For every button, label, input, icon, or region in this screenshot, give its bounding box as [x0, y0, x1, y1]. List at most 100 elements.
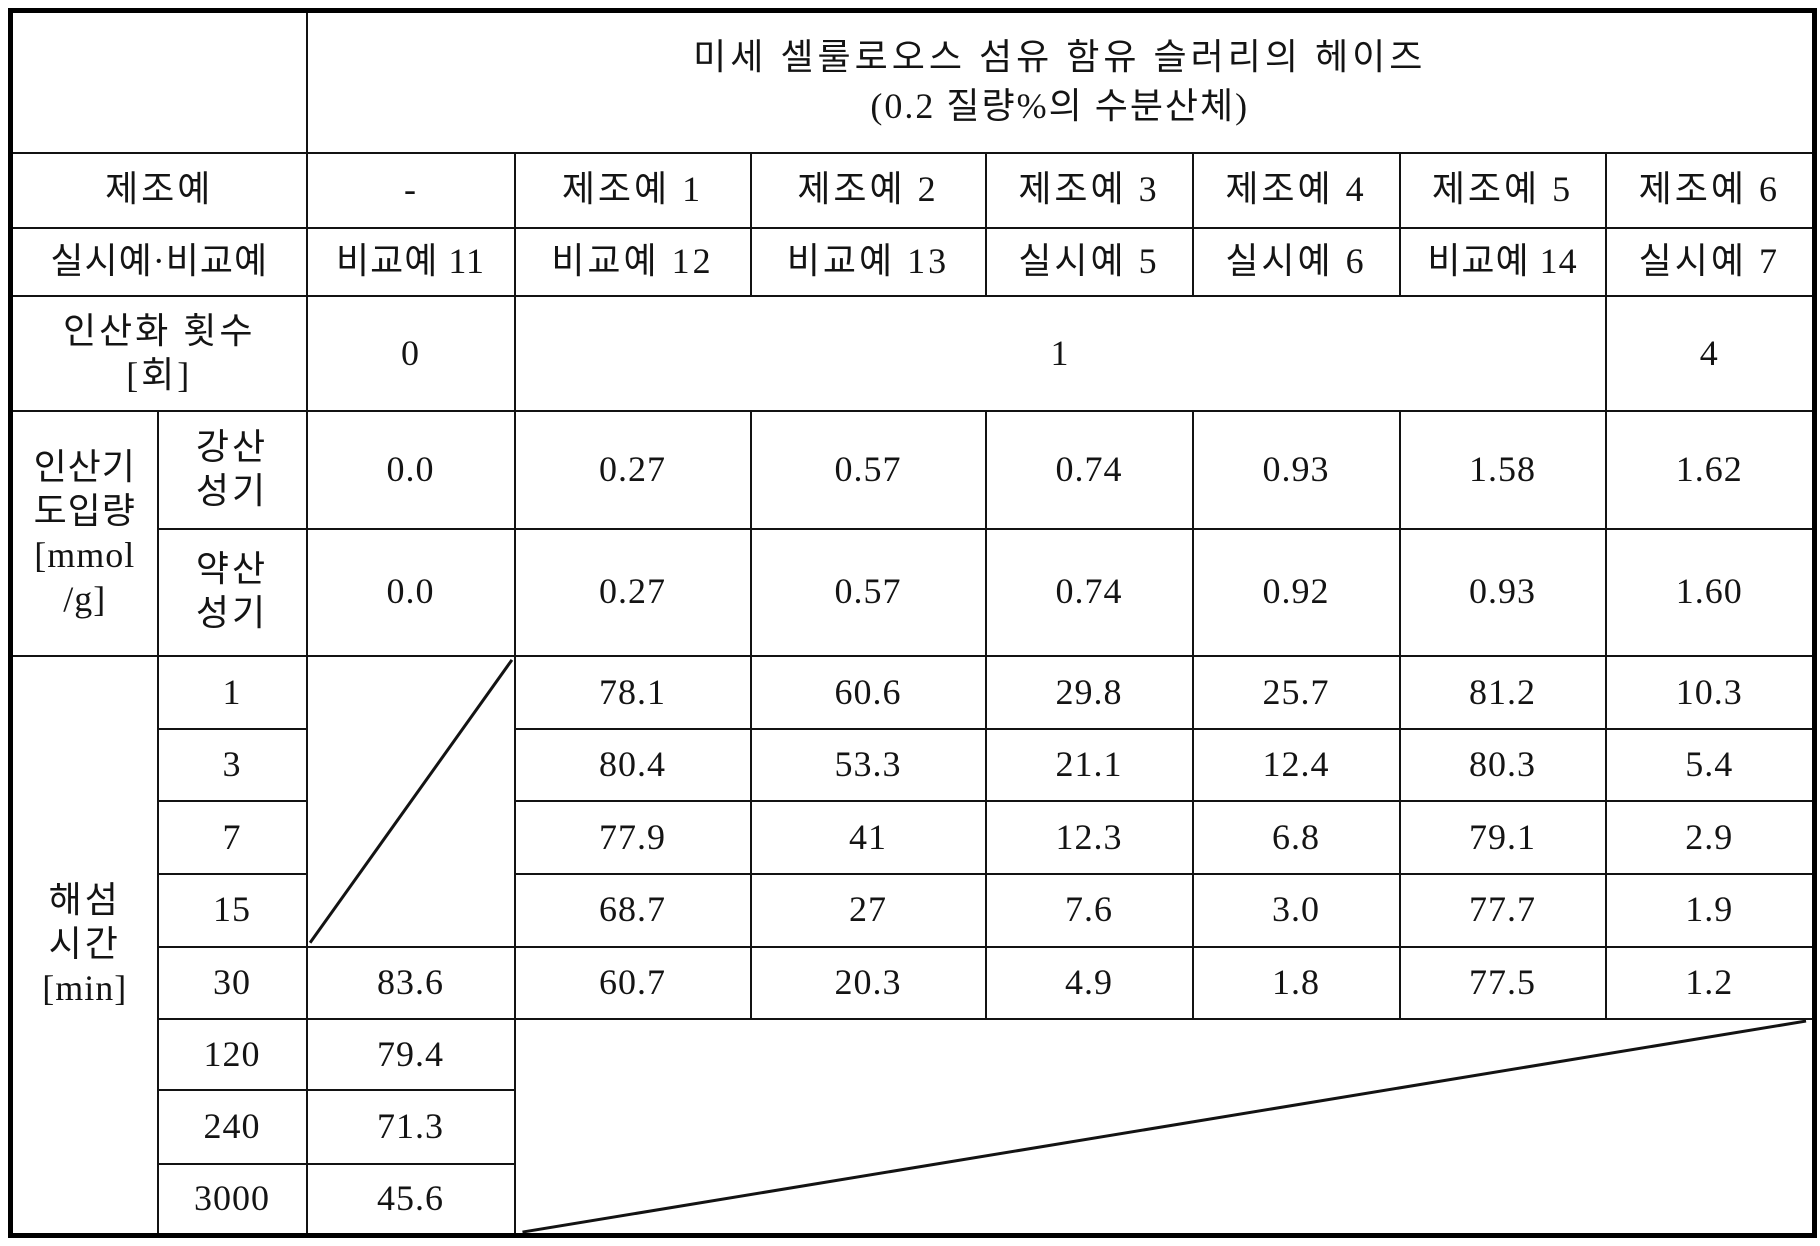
insangi-header-line2: 도입량 — [33, 490, 136, 531]
time-cell: 120 — [156, 1017, 308, 1092]
jejo-cell: - — [305, 151, 516, 230]
haze-value-cell: 20.3 — [749, 945, 987, 1020]
table-title-line2: (0.2 질량%의 수분산체) — [870, 86, 1250, 127]
haze-value-cell: 77.9 — [513, 800, 752, 875]
insangi-row-header: 인산기 도입량 [mmol /g] — [9, 410, 159, 658]
table-title-line1: 미세 셀룰로오스 섬유 함유 슬러리의 헤이즈 — [693, 36, 1427, 77]
insanhwa-row-header: 인산화 횟수 [회] — [9, 295, 308, 413]
yaksan-value-cell: 0.0 — [305, 527, 516, 658]
insanhwa-count-cell: 1 — [513, 295, 1607, 413]
silsi-cell: 비교예 11 — [305, 227, 516, 298]
haze-value-cell: 68.7 — [513, 872, 752, 948]
insanhwa-header-line1: 인산화 횟수 — [62, 310, 256, 351]
haze-value-cell: 2.9 — [1604, 800, 1816, 875]
haze-value-cell: 83.6 — [305, 945, 516, 1020]
time-cell: 7 — [156, 800, 308, 875]
haze-value-cell: 7.6 — [984, 872, 1194, 948]
haze-value-cell: 78.1 — [513, 655, 752, 731]
silsi-cell: 비교예 12 — [513, 227, 752, 298]
silsi-cell: 비교예 13 — [749, 227, 987, 298]
yaksan-value-cell: 1.60 — [1604, 527, 1816, 658]
jejo-cell: 제조예 5 — [1398, 151, 1607, 230]
haze-value-cell: 79.4 — [305, 1017, 516, 1092]
diagonal-no-data-cell-1 — [305, 655, 516, 948]
haze-value-cell: 1.2 — [1604, 945, 1816, 1020]
haze-value-cell: 25.7 — [1191, 655, 1401, 731]
haesum-header-line3: [min] — [42, 967, 128, 1008]
haze-value-cell: 80.3 — [1398, 728, 1607, 803]
jejo-cell: 제조예 6 — [1604, 151, 1816, 230]
haze-value-cell: 53.3 — [749, 728, 987, 803]
haze-value-cell: 71.3 — [305, 1089, 516, 1166]
yaksan-row-header: 약산 성기 — [156, 527, 308, 658]
gangsan-row-header: 강산 성기 — [156, 410, 308, 530]
yaksan-header-line1: 약산 — [195, 549, 269, 590]
gangsan-header-line2: 성기 — [195, 471, 269, 512]
haze-value-cell: 79.1 — [1398, 800, 1607, 875]
haze-value-cell: 77.7 — [1398, 872, 1607, 948]
haze-value-cell: 12.3 — [984, 800, 1194, 875]
jejo-cell: 제조예 3 — [984, 151, 1194, 230]
haze-value-cell: 60.6 — [749, 655, 987, 731]
gangsan-header-line1: 강산 — [195, 427, 269, 468]
silsi-cell: 실시예 5 — [984, 227, 1194, 298]
time-cell: 15 — [156, 872, 308, 948]
haze-value-cell: 41 — [749, 800, 987, 875]
insangi-header-line1: 인산기 — [33, 446, 136, 487]
yaksan-value-cell: 0.74 — [984, 527, 1194, 658]
haze-value-cell: 81.2 — [1398, 655, 1607, 731]
insanhwa-header-line2: [회] — [126, 354, 193, 395]
jejo-cell: 제조예 2 — [749, 151, 987, 230]
yaksan-header-line2: 성기 — [195, 593, 269, 634]
diagonal-no-data-cell-2 — [513, 1017, 1816, 1237]
yaksan-value-cell: 0.27 — [513, 527, 752, 658]
time-cell: 240 — [156, 1089, 308, 1166]
haze-value-cell: 29.8 — [984, 655, 1194, 731]
haze-value-cell: 45.6 — [305, 1163, 516, 1237]
haesum-header-line2: 시간 — [48, 924, 121, 965]
time-cell: 1 — [156, 655, 308, 731]
yaksan-value-cell: 0.57 — [749, 527, 987, 658]
haze-value-cell: 60.7 — [513, 945, 752, 1020]
jejo-cell: 제조예 4 — [1191, 151, 1401, 230]
haze-value-cell: 6.8 — [1191, 800, 1401, 875]
silsi-cell: 실시예 6 — [1191, 227, 1401, 298]
insanhwa-count-cell: 4 — [1604, 295, 1816, 413]
haze-value-cell: 5.4 — [1604, 728, 1816, 803]
table-title-cell: 미세 셀룰로오스 섬유 함유 슬러리의 헤이즈 (0.2 질량%의 수분산체) — [305, 9, 1816, 154]
gangsan-value-cell: 0.74 — [984, 410, 1194, 530]
diagonal-slash-icon — [516, 1020, 1813, 1233]
haze-value-cell: 1.8 — [1191, 945, 1401, 1020]
time-cell: 3000 — [156, 1163, 308, 1237]
haze-value-cell: 3.0 — [1191, 872, 1401, 948]
insanhwa-count-cell: 0 — [305, 295, 516, 413]
insangi-header-line4: /g] — [63, 578, 107, 619]
insangi-header-line3: [mmol — [34, 534, 136, 575]
haze-value-cell: 27 — [749, 872, 987, 948]
gangsan-value-cell: 0.0 — [305, 410, 516, 530]
gangsan-value-cell: 0.27 — [513, 410, 752, 530]
jejo-cell: 제조예 1 — [513, 151, 752, 230]
diagonal-slash-icon — [308, 657, 514, 946]
haze-data-table: 미세 셀룰로오스 섬유 함유 슬러리의 헤이즈 (0.2 질량%의 수분산체) … — [8, 8, 1818, 1238]
gangsan-value-cell: 0.57 — [749, 410, 987, 530]
gangsan-value-cell: 1.62 — [1604, 410, 1816, 530]
gangsan-value-cell: 1.58 — [1398, 410, 1607, 530]
silsi-cell: 실시예 7 — [1604, 227, 1816, 298]
silsi-row-header: 실시예·비교예 — [9, 227, 308, 298]
silsi-cell: 비교예 14 — [1398, 227, 1607, 298]
haze-value-cell: 12.4 — [1191, 728, 1401, 803]
haesum-row-header: 해섬 시간 [min] — [9, 655, 159, 1237]
jejo-row-header: 제조예 — [9, 151, 308, 230]
haesum-header-line1: 해섬 — [48, 880, 121, 921]
corner-empty-cell — [9, 9, 308, 154]
gangsan-value-cell: 0.93 — [1191, 410, 1401, 530]
time-cell: 30 — [156, 945, 308, 1020]
yaksan-value-cell: 0.93 — [1398, 527, 1607, 658]
haze-value-cell: 10.3 — [1604, 655, 1816, 731]
haze-value-cell: 80.4 — [513, 728, 752, 803]
haze-value-cell: 4.9 — [984, 945, 1194, 1020]
haze-value-cell: 77.5 — [1398, 945, 1607, 1020]
yaksan-value-cell: 0.92 — [1191, 527, 1401, 658]
